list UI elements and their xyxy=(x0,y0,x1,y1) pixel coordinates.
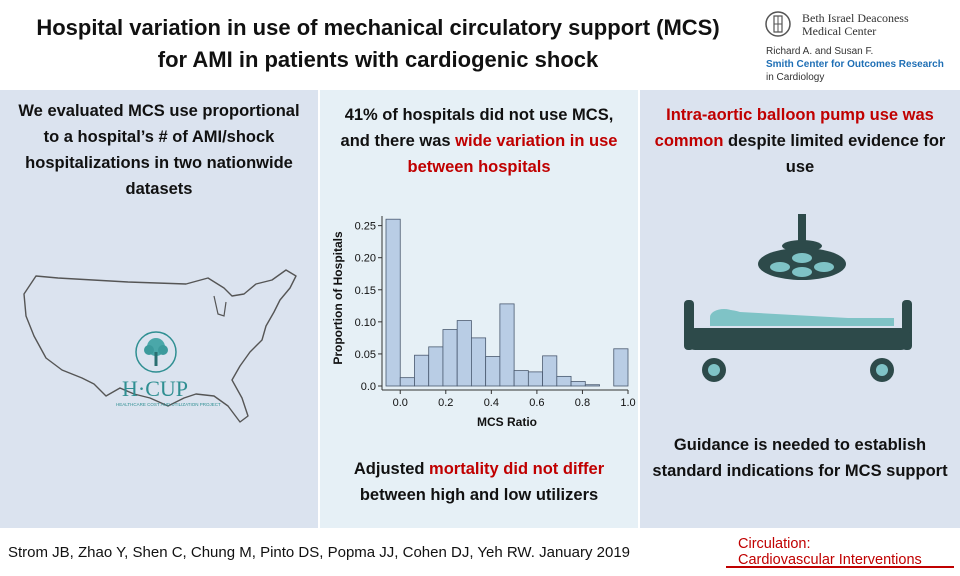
histogram-bar-0 xyxy=(385,218,401,387)
left-panel: We evaluated MCS use proportional to a h… xyxy=(0,90,318,528)
title-line-2: for AMI in patients with cardiogenic sho… xyxy=(157,47,599,72)
x-tick-label-4: 0.8 xyxy=(575,397,590,409)
right-panel-finding: Intra-aortic balloon pump use was common… xyxy=(650,102,950,180)
page-title: Hospital variation in use of mechanical … xyxy=(8,12,748,76)
hospital-bed-icon xyxy=(684,214,912,382)
title-line-1: Hospital variation in use of mechanical … xyxy=(36,15,720,40)
citation: Strom JB, Zhao Y, Shen C, Chung M, Pinto… xyxy=(8,544,631,561)
x-tick-label-5: 1.0 xyxy=(620,397,635,409)
histogram-bar-14 xyxy=(584,384,600,387)
y-tick-label-1: 0.05 xyxy=(355,349,376,361)
x-tick-label-3: 0.6 xyxy=(529,397,544,409)
institution-name: Beth Israel Deaconess Medical Center xyxy=(802,12,909,38)
y-tick-label-5: 0.25 xyxy=(355,221,376,233)
conclusion-highlight: mortality did not differ xyxy=(429,460,605,478)
donor-name: Richard A. and Susan F. xyxy=(766,46,874,57)
middle-panel-conclusion: Adjusted mortality did not differ betwee… xyxy=(330,456,628,508)
hcup-logo-subtext: HEALTHCARE COST AND UTILIZATION PROJECT xyxy=(116,402,221,407)
y-axis-label: Proportion of Hospitals xyxy=(331,231,345,365)
histogram-bar-7 xyxy=(485,356,501,387)
histogram-bar-16 xyxy=(613,348,629,387)
histogram-bar-11 xyxy=(542,355,558,387)
histogram-bar-4 xyxy=(442,329,458,387)
histogram-bar-9 xyxy=(513,370,529,387)
conclusion-pre: Adjusted xyxy=(353,460,430,478)
journal-name-line-1: Circulation: xyxy=(738,536,811,552)
x-tick-label-2: 0.4 xyxy=(484,397,499,409)
left-panel-text: We evaluated MCS use proportional to a h… xyxy=(18,102,300,198)
y-tick-label-2: 0.10 xyxy=(355,317,376,329)
histogram-bar-10 xyxy=(527,371,543,387)
x-axis-label: MCS Ratio xyxy=(477,415,537,429)
finding-rest: despite limited evidence for use xyxy=(723,132,946,176)
middle-panel-intro: 41% of hospitals did not use MCS, and th… xyxy=(330,102,628,180)
bidmc-seal-icon xyxy=(765,11,791,37)
mcs-ratio-histogram: Proportion of Hospitals MCS Ratio 0.0 0.0… xyxy=(331,216,636,429)
footer: Strom JB, Zhao Y, Shen C, Chung M, Pinto… xyxy=(0,530,960,576)
journal-name: Circulation: Cardiovascular Intervention… xyxy=(738,536,922,568)
histogram-bar-5 xyxy=(456,320,472,387)
x-tick-label-0: 0.0 xyxy=(393,397,408,409)
header: Hospital variation in use of mechanical … xyxy=(0,0,960,88)
journal-name-line-2: Cardiovascular Interventions xyxy=(738,552,922,568)
intro-text: 41% of hospitals did not use MCS, and th… xyxy=(340,106,614,150)
middle-panel: 41% of hospitals did not use MCS, and th… xyxy=(320,90,638,528)
intro-highlight: wide variation in use between hospitals xyxy=(407,132,618,176)
right-panel: Intra-aortic balloon pump use was common… xyxy=(640,90,960,528)
histogram-bar-3 xyxy=(428,346,444,387)
histogram-bar-6 xyxy=(471,337,487,387)
conclusion-post: between high and low utilizers xyxy=(359,486,599,504)
center-subtitle: in Cardiology xyxy=(766,72,825,83)
y-tick-label-4: 0.20 xyxy=(355,253,376,265)
histogram-bar-12 xyxy=(556,375,572,387)
institution-name-line-1: Beth Israel Deaconess xyxy=(802,11,909,25)
hcup-logo-text: H·CUP xyxy=(122,376,189,401)
us-map-icon xyxy=(23,269,297,423)
y-tick-label-3: 0.15 xyxy=(355,285,376,297)
hcup-tree-icon xyxy=(135,331,177,373)
histogram-bar-8 xyxy=(499,303,515,387)
guidance-text: Guidance is needed to establish standard… xyxy=(652,436,948,480)
center-name: Smith Center for Outcomes Research xyxy=(766,59,944,70)
x-tick-label-1: 0.2 xyxy=(438,397,453,409)
finding-highlight: Intra-aortic balloon pump use was common xyxy=(654,106,934,150)
y-tick-label-0: 0.0 xyxy=(361,381,376,393)
institution-logo-block: Beth Israel Deaconess Medical Center Ric… xyxy=(764,6,960,86)
journal-underline xyxy=(726,566,954,568)
institution-name-line-2: Medical Center xyxy=(802,24,877,38)
histogram-bar-2 xyxy=(414,354,430,387)
histogram-bar-1 xyxy=(399,377,415,387)
histogram-bar-13 xyxy=(570,381,586,387)
